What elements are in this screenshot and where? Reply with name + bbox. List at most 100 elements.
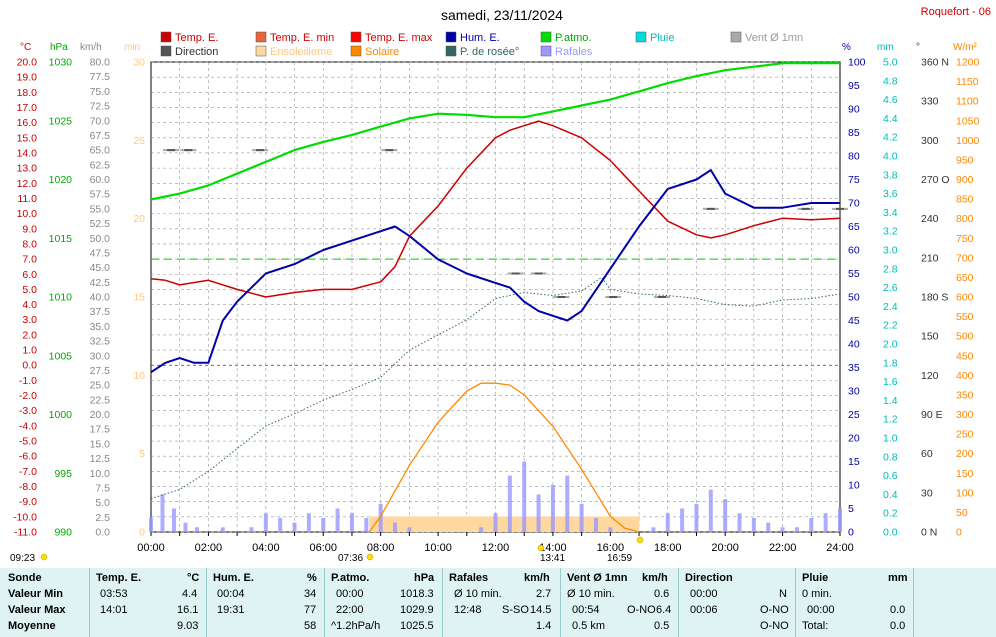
legend-swatch [255,31,267,43]
humidity-tick: 35 [848,362,860,374]
temp-unit: °C [20,42,31,53]
pressure-tick: 1025 [49,115,73,127]
grid [150,61,841,533]
sunshine-band [369,516,640,532]
wind-tick: 70.0 [90,115,111,127]
solar-tick: 600 [956,292,974,304]
wind-tick: 60.0 [90,174,111,186]
wind-tick: 7.5 [95,482,110,494]
x-tick-label: 14:00 [539,542,567,554]
hdr-raf-unit: km/h [524,572,550,584]
rain-tick: 4.0 [883,151,898,163]
humidity-tick: 50 [848,292,860,304]
solar-noon-label: 13:41 [540,553,565,564]
avg-dir-val: O-NO [760,620,789,632]
rain-tick: 2.2 [883,320,898,332]
solar-tick: 50 [956,507,968,519]
rain-tick: 4.8 [883,75,898,87]
wind-tick: 67.5 [90,130,111,142]
max-raf-time: 12:48 [454,604,482,616]
gust-bar [708,489,713,532]
min-dir-val: N [779,588,787,600]
legend-swatch [350,31,362,43]
temp-tick: 13.0 [17,163,38,175]
x-tick-label: 04:00 [252,542,280,554]
legend-swatch [635,31,647,43]
station-name: Roquefort - 06 [921,6,991,18]
legend-label: Rafales [555,46,593,58]
gust-bar [278,517,283,532]
sunset-label: 16:59 [607,553,632,564]
legend-swatch [730,31,742,43]
pressure-tick: 1000 [49,409,73,421]
temp-tick: 8.0 [22,238,37,250]
wind-tick: 20.0 [90,409,111,421]
gust-bar [249,527,254,532]
temp-tick: 14.0 [17,147,38,159]
temp-tick: -10.0 [13,511,37,523]
gust-bar [522,461,527,532]
solar-tick: 350 [956,389,974,401]
wind-tick: 27.5 [90,365,111,377]
solaire-line [368,382,640,533]
temp-tick: -2.0 [19,390,37,402]
rain-tick: 2.8 [883,263,898,275]
direction-tick: 120 [921,370,939,382]
max-dir-val: O-NO [760,604,789,616]
solar-tick: 150 [956,468,974,480]
sun-tick: 20 [133,213,145,225]
rain-tick: 4.4 [883,113,898,125]
temp-tick: 17.0 [17,102,38,114]
wind-tick: 62.5 [90,159,111,171]
avg-temp-val: 9.03 [177,620,199,632]
gust-bar [263,513,268,532]
humidity-tick: 65 [848,221,860,233]
humidity-tick: 85 [848,127,860,139]
temp-tick: -9.0 [19,496,37,508]
hdr-patm: P.atmo. [331,572,370,584]
min-raf-note: Ø 10 min. [454,588,502,600]
sun-marker-icon [366,553,374,561]
temp-tick: -5.0 [19,436,37,448]
x-tick-label: 12:00 [482,542,510,554]
max-hum-time: 19:31 [217,604,245,616]
sun-marker-icon [40,553,48,561]
gust-bar [335,508,340,532]
wind-tick: 57.5 [90,189,111,201]
min-vent-note: Ø 10 min. [567,588,615,600]
axis-units: °C hPa km/h min % mm ° W/m² [20,42,978,53]
rain-tick: 1.4 [883,395,898,407]
humidity-tick: 60 [848,245,860,257]
avg-raf-val: 1.4 [536,620,552,632]
wind-tick: 30.0 [90,350,111,362]
hdr-hum-unit: % [307,572,317,584]
pressure-tick: 1030 [49,57,73,69]
temp-tick: 10.0 [17,208,38,220]
pressure-tick: 1015 [49,233,73,245]
temp-tick: 2.0 [22,329,37,341]
min-unit: min [124,42,140,53]
min-temp-time: 03:53 [100,588,128,600]
rain-tick: 4.6 [883,94,898,106]
hdr-dir: Direction [685,572,733,584]
humidity-tick: 75 [848,174,860,186]
rain-tick: 0.8 [883,451,898,463]
solar-tick: 1150 [956,76,979,88]
hdr-pluie-unit: mm [888,572,908,584]
legend-label: Pluie [650,32,674,44]
temp-tick: 5.0 [22,284,37,296]
sunrise-label: 07:36 [338,553,363,564]
humidity-tick: 100 [848,57,866,69]
x-axis: 00:00 02:00 04:00 06:00 08:00 10:00 12:00 14:00… [137,532,854,554]
gust-bar [364,517,369,532]
temp-tick: -1.0 [19,375,37,387]
sun-tick: 5 [139,448,145,460]
gust-bar [593,517,598,532]
solar-tick: 800 [956,213,974,225]
legend-label: Solaire [365,46,399,58]
solar-tick: 200 [956,448,974,460]
rain-tick: 0.4 [883,489,898,501]
wind-tick: 37.5 [90,306,111,318]
pressure-tick: 990 [54,527,72,539]
solar-tick: 0 [956,527,962,539]
